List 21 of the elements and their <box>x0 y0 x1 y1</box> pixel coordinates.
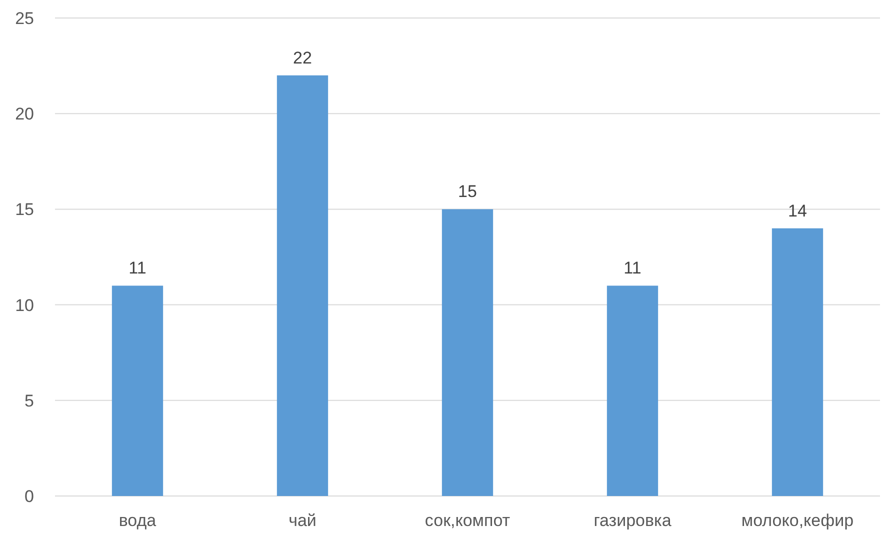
bar <box>442 209 494 496</box>
x-tick-label: молоко,кефир <box>741 511 854 530</box>
y-tick-label: 25 <box>15 8 34 28</box>
data-label: 11 <box>128 258 146 278</box>
bar <box>276 75 328 496</box>
bar <box>606 286 658 496</box>
x-tick-label: чай <box>288 511 316 530</box>
y-tick-label: 5 <box>24 391 34 410</box>
y-tick-label: 0 <box>24 486 34 506</box>
y-tick-label: 15 <box>15 200 34 220</box>
y-tick-label: 10 <box>15 296 34 315</box>
bar <box>112 286 164 496</box>
data-label: 15 <box>458 182 477 202</box>
data-label: 11 <box>624 258 642 278</box>
x-tick-label: сок,компот <box>424 511 510 530</box>
data-label: 14 <box>788 201 807 220</box>
x-tick-label: газировка <box>594 511 672 530</box>
x-tick-label: вода <box>118 511 157 530</box>
y-tick-label: 20 <box>15 104 34 124</box>
bar <box>772 228 824 496</box>
data-label: 22 <box>293 48 312 68</box>
